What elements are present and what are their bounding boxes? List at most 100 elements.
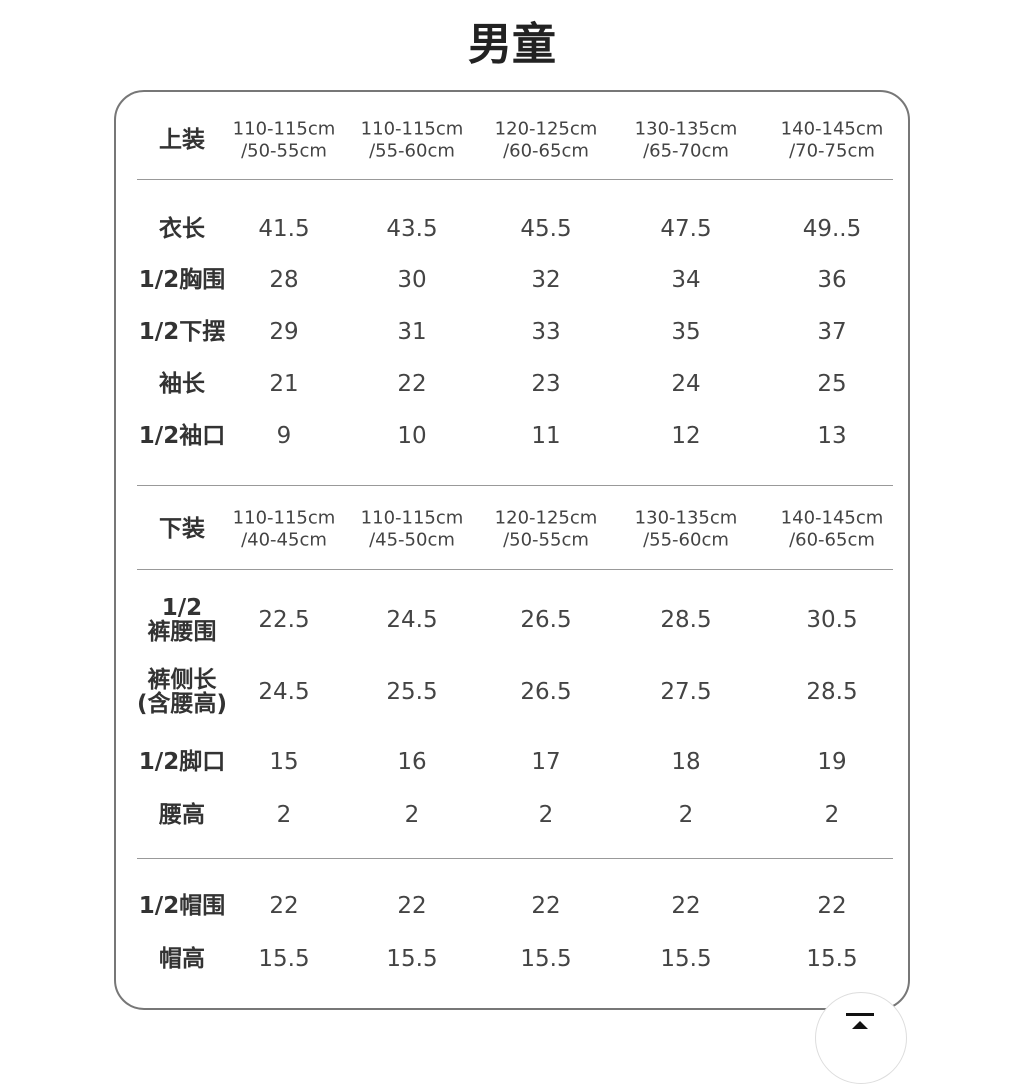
table-cell: 43.5	[386, 216, 438, 242]
table-cell: 15.5	[258, 946, 310, 972]
table-cell: 21	[269, 371, 299, 397]
size-height: 140-145cm	[780, 507, 884, 529]
page-title: 男童	[468, 19, 556, 70]
table-cell: 15.5	[660, 946, 712, 972]
table-cell: 18	[671, 749, 701, 775]
size-height: 120-125cm	[494, 507, 598, 529]
table-cell: 47.5	[660, 216, 712, 242]
row-label-text: 裤侧长	[147, 666, 217, 693]
table-cell: 29	[269, 319, 299, 345]
table-cell: 22	[397, 893, 427, 919]
table-cell: 34	[671, 267, 701, 293]
size-header: 130-135cm/65-70cm	[635, 118, 738, 161]
row-label-text: 腰高	[159, 801, 205, 828]
table-cell: 2	[824, 802, 840, 828]
row-label: 1/2 裤腰围	[148, 596, 217, 644]
table-cell: 35	[671, 319, 701, 345]
table-cell: 15.5	[806, 946, 858, 972]
size-header: 140-145cm/60-65cm	[781, 507, 884, 550]
row-label: 1/2帽围	[139, 894, 225, 918]
table-cell: 25.5	[386, 679, 438, 705]
size-weight: /55-60cm	[369, 140, 455, 161]
size-header: 110-115cm/45-50cm	[361, 507, 464, 550]
size-weight: /70-75cm	[789, 140, 875, 161]
size-weight: /55-60cm	[643, 529, 729, 550]
table-cell: 15	[269, 749, 299, 775]
size-height: 110-115cm	[232, 118, 336, 140]
size-header: 120-125cm/60-65cm	[495, 118, 598, 161]
table-cell: 22	[397, 371, 427, 397]
table-cell: 22	[671, 893, 701, 919]
row-label: 帽高	[159, 947, 205, 971]
table-cell: 25	[817, 371, 847, 397]
row-label-text: 1/2胸围	[138, 266, 226, 293]
row-label: 袖长	[159, 372, 205, 396]
size-weight: /60-65cm	[503, 140, 589, 161]
row-label: 1/2袖口	[139, 424, 225, 448]
row-label-text: 1/2袖口	[138, 422, 226, 449]
size-header: 120-125cm/50-55cm	[495, 507, 598, 550]
table-cell: 31	[397, 319, 427, 345]
table-cell: 22	[531, 893, 561, 919]
divider	[137, 179, 893, 180]
arrow-up-icon	[852, 1021, 868, 1029]
table-cell: 24	[671, 371, 701, 397]
size-height: 130-135cm	[634, 118, 738, 140]
table-cell: 22	[817, 893, 847, 919]
size-weight: /65-70cm	[643, 140, 729, 161]
table-cell: 2	[538, 802, 554, 828]
table-cell: 36	[817, 267, 847, 293]
table-cell: 15.5	[520, 946, 572, 972]
size-chart-card	[114, 90, 910, 1010]
row-label-text: 1/2脚口	[138, 748, 226, 775]
table-cell: 37	[817, 319, 847, 345]
size-height: 140-145cm	[780, 118, 884, 140]
arrow-up-to-line-icon	[846, 1013, 874, 1016]
table-cell: 24.5	[386, 607, 438, 633]
size-height: 110-115cm	[360, 507, 464, 529]
table-cell: 32	[531, 267, 561, 293]
table-cell: 10	[397, 423, 427, 449]
table-cell: 2	[276, 802, 292, 828]
divider	[137, 569, 893, 570]
table-cell: 28	[269, 267, 299, 293]
row-label-text-2: (含腰高)	[136, 691, 228, 717]
row-label-text: 1/2帽围	[138, 892, 226, 919]
row-label-text: 1/2下摆	[138, 318, 226, 345]
size-weight: /50-55cm	[503, 529, 589, 550]
row-label: 腰高	[159, 803, 205, 827]
size-weight: /60-65cm	[789, 529, 875, 550]
table-cell: 22	[269, 893, 299, 919]
table-cell: 19	[817, 749, 847, 775]
table-cell: 28.5	[806, 679, 858, 705]
size-header: 110-115cm/50-55cm	[233, 118, 336, 161]
size-header: 130-135cm/55-60cm	[635, 507, 738, 550]
table-cell: 26.5	[520, 607, 572, 633]
row-label: 1/2下摆	[139, 320, 225, 344]
table-cell: 30.5	[806, 607, 858, 633]
table-cell: 23	[531, 371, 561, 397]
size-header: 110-115cm/40-45cm	[233, 507, 336, 550]
table-cell: 16	[397, 749, 427, 775]
table-cell: 13	[817, 423, 847, 449]
row-label-text: 1/2	[161, 594, 203, 621]
table-cell: 41.5	[258, 216, 310, 242]
row-label: 1/2胸围	[139, 268, 225, 292]
table-cell: 22.5	[258, 607, 310, 633]
row-label: 1/2脚口	[139, 750, 225, 774]
table-cell: 12	[671, 423, 701, 449]
section-label: 上装	[159, 126, 205, 153]
size-height: 110-115cm	[360, 118, 464, 140]
table-cell: 2	[404, 802, 420, 828]
table-cell: 45.5	[520, 216, 572, 242]
size-weight: /50-55cm	[241, 140, 327, 161]
table-cell: 17	[531, 749, 561, 775]
back-to-top-button[interactable]	[815, 992, 907, 1084]
size-height: 120-125cm	[494, 118, 598, 140]
table-cell: 9	[276, 423, 292, 449]
table-cell: 28.5	[660, 607, 712, 633]
divider	[137, 858, 893, 859]
table-cell: 26.5	[520, 679, 572, 705]
divider	[137, 485, 893, 486]
row-label: 衣长	[159, 217, 205, 241]
